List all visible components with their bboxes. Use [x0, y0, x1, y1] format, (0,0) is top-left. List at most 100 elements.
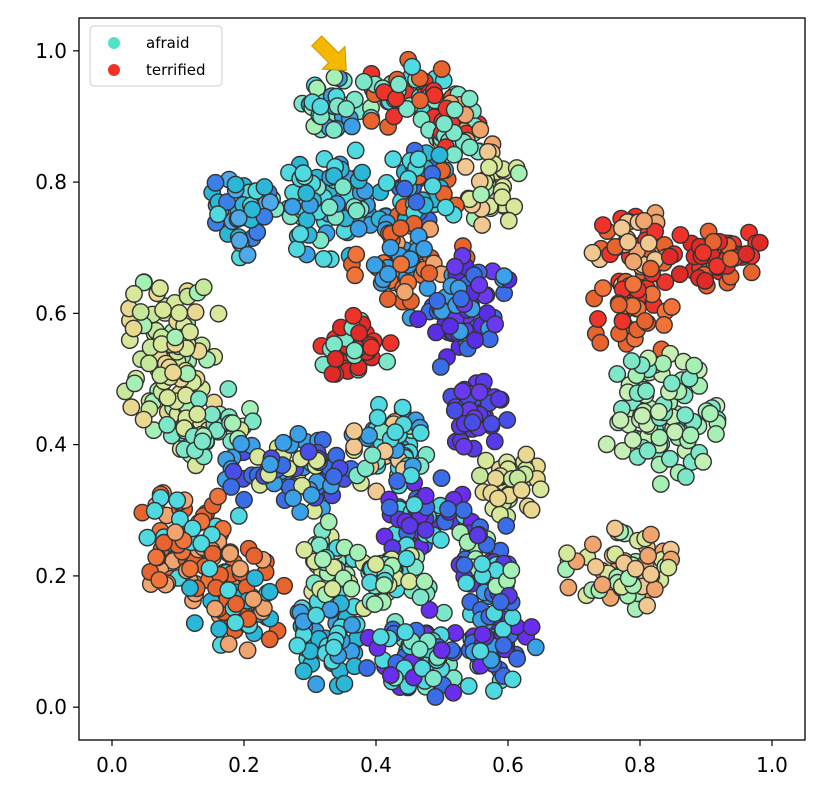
- legend-label-afraid: afraid: [146, 34, 190, 52]
- scatter-point: [158, 388, 177, 407]
- scatter-point: [232, 434, 251, 453]
- scatter-point: [181, 323, 199, 341]
- scatter-point: [498, 411, 517, 429]
- scatter-point: [131, 303, 150, 321]
- scatter-point: [386, 423, 405, 441]
- scatter-point: [210, 620, 229, 638]
- scatter-point: [696, 271, 715, 290]
- scatter-point: [125, 284, 143, 303]
- scatter-point: [436, 198, 455, 217]
- scatter-point: [366, 555, 385, 574]
- scatter-point: [613, 441, 632, 460]
- scatter-point: [470, 466, 489, 485]
- scatter-point: [638, 596, 656, 615]
- scatter-point: [244, 590, 263, 609]
- scatter-point: [432, 469, 451, 487]
- scatter-point: [635, 211, 653, 230]
- scatter-point: [473, 625, 492, 644]
- scatter-point: [238, 245, 257, 264]
- scatter-point: [313, 550, 332, 569]
- scatter-point: [594, 216, 612, 235]
- scatter-point: [445, 401, 464, 420]
- scatter-point: [606, 519, 624, 538]
- scatter-point: [389, 75, 408, 94]
- scatter-point: [655, 315, 673, 334]
- scatter-point: [354, 72, 373, 91]
- scatter-point: [613, 312, 632, 331]
- scatter-point: [642, 565, 660, 584]
- scatter-point: [353, 163, 371, 182]
- scatter-point: [503, 608, 522, 627]
- scatter-point: [367, 482, 386, 501]
- scatter-point: [403, 57, 421, 76]
- scatter-point: [637, 382, 655, 400]
- scatter-point: [362, 338, 381, 357]
- scatter-point: [397, 549, 416, 568]
- scatter-point: [122, 398, 141, 417]
- scatter-point: [459, 677, 478, 695]
- scatter-point: [708, 257, 726, 275]
- scatter-point: [454, 437, 473, 456]
- scatter-point: [650, 428, 669, 447]
- scatter-point: [226, 175, 245, 194]
- scatter-point: [193, 432, 212, 451]
- scatter-point: [681, 426, 700, 445]
- scatter-point: [289, 424, 308, 443]
- scatter-point: [583, 243, 602, 262]
- scatter-point: [701, 404, 719, 423]
- scatter-point: [348, 543, 367, 562]
- scatter-point: [662, 298, 681, 316]
- scatter-point: [619, 232, 637, 251]
- scatter-point: [209, 304, 228, 323]
- scatter-point: [750, 233, 769, 252]
- scatter-point: [593, 575, 612, 594]
- scatter-point: [324, 120, 343, 139]
- scatter-point: [190, 390, 208, 408]
- scatter-point: [186, 303, 205, 321]
- scatter-point: [485, 432, 504, 451]
- scatter-point: [473, 216, 491, 234]
- scatter-point: [624, 431, 642, 449]
- scatter-point: [586, 558, 605, 576]
- scatter-point: [307, 606, 326, 625]
- scatter-point: [559, 578, 578, 597]
- scatter-point: [325, 68, 344, 87]
- scatter-point: [395, 282, 414, 301]
- scatter-point: [393, 398, 412, 417]
- scatter-point: [209, 487, 227, 506]
- scatter-point: [384, 150, 403, 169]
- scatter-point: [641, 259, 660, 278]
- scatter-point: [626, 559, 645, 578]
- scatter-point: [222, 477, 241, 496]
- scatter-point: [380, 498, 399, 517]
- scatter-point: [395, 179, 414, 198]
- scatter-point: [255, 178, 274, 196]
- scatter-point: [358, 659, 376, 677]
- scatter-point: [495, 267, 513, 286]
- scatter-point: [365, 595, 384, 613]
- scatter-point: [707, 425, 725, 443]
- scatter-point: [379, 265, 397, 283]
- scatter-point: [694, 452, 712, 471]
- scatter-points: [116, 50, 769, 706]
- scatter-point: [410, 640, 429, 659]
- scatter-point: [219, 380, 238, 398]
- y-axis-ticks: 0.0 0.2 0.4 0.6 0.8 1.0: [35, 39, 79, 719]
- scatter-point: [314, 249, 333, 268]
- scatter-point: [246, 569, 264, 587]
- scatter-point: [350, 324, 368, 342]
- x-tick-label: 1.0: [756, 753, 788, 777]
- scatter-point: [522, 618, 541, 636]
- scatter-point: [671, 226, 690, 244]
- scatter-point: [325, 335, 343, 354]
- scatter-point: [411, 424, 430, 442]
- scatter-point: [685, 356, 703, 375]
- scatter-point: [426, 688, 445, 706]
- scatter-point: [468, 526, 487, 545]
- scatter-point: [622, 352, 641, 370]
- scatter-point: [424, 669, 443, 688]
- scatter-point: [411, 91, 430, 110]
- scatter-point: [154, 533, 173, 552]
- scatter-point: [291, 502, 310, 521]
